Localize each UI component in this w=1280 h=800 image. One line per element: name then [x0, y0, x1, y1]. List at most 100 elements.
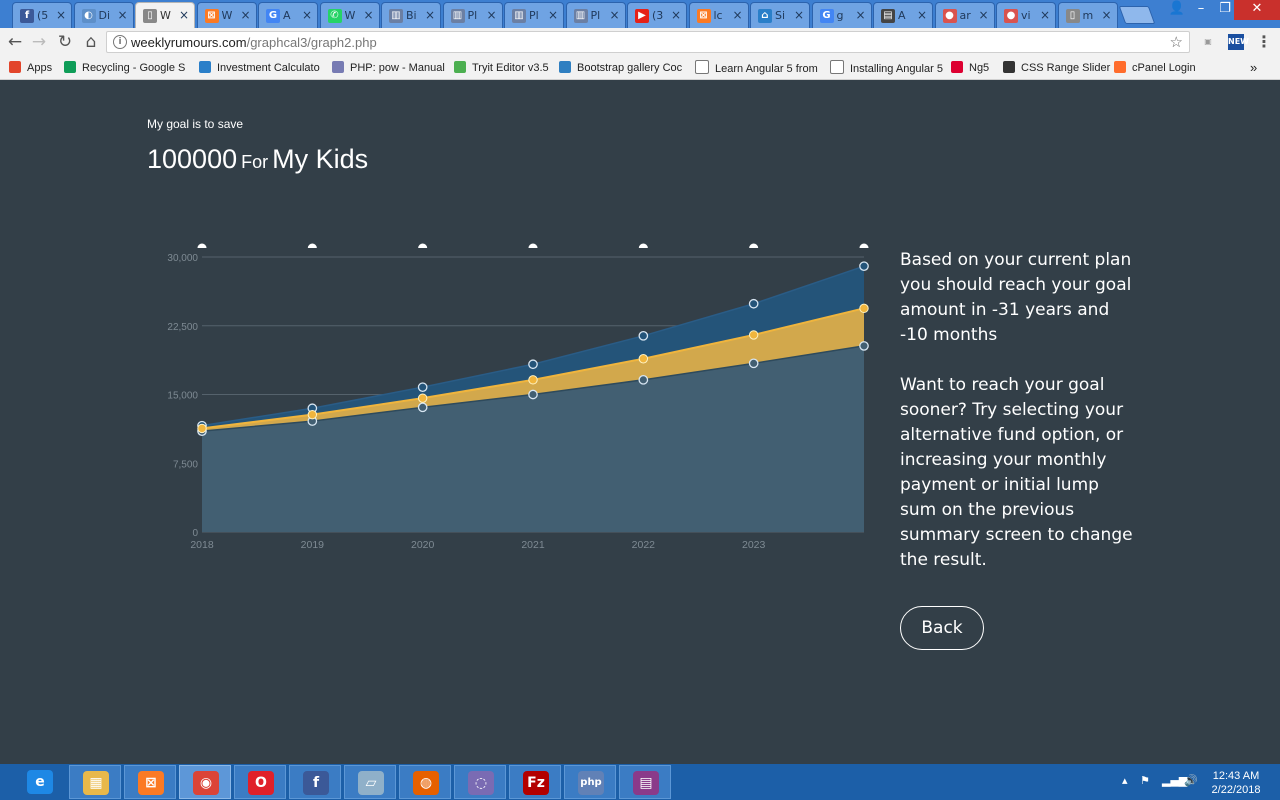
bookmark-star-icon[interactable]: ☆: [1169, 33, 1183, 51]
close-tab-icon[interactable]: ×: [547, 8, 558, 22]
bookmark-item[interactable]: CSS Range Slider: [1003, 60, 1110, 76]
camera-extension-icon[interactable]: ▣: [1204, 37, 1212, 46]
browser-tab[interactable]: ▥ Bi ×: [381, 2, 441, 28]
bookmark-item[interactable]: Bootstrap gallery Coc: [559, 60, 682, 76]
tab-title: (5: [37, 9, 49, 22]
taskbar-button[interactable]: Fz: [509, 765, 561, 799]
angular-icon: [951, 61, 963, 73]
data-point-low: [528, 389, 538, 400]
back-button[interactable]: Back: [900, 606, 984, 650]
address-bar[interactable]: i weeklyrumours.com/graphcal3/graph2.php…: [106, 31, 1190, 53]
taskbar-button[interactable]: ⊠: [124, 765, 176, 799]
news-extension-icon[interactable]: NEW: [1228, 34, 1249, 50]
browser-tab[interactable]: ▶ (3 ×: [627, 2, 687, 28]
bookmark-label: Recycling - Google S: [82, 62, 186, 74]
bookmark-item[interactable]: Ng5: [951, 60, 989, 76]
system-clock[interactable]: 12:43 AM 2/22/2018: [1198, 769, 1274, 797]
browser-tab[interactable]: ✆ W ×: [319, 2, 380, 28]
browser-tab[interactable]: ▥ Pl ×: [504, 2, 564, 28]
close-tab-icon[interactable]: ×: [916, 8, 927, 22]
tab-title: A: [283, 9, 291, 22]
url-text[interactable]: weeklyrumours.com/graphcal3/graph2.php: [131, 35, 377, 50]
signal-icon[interactable]: ▂▄▆: [1162, 774, 1188, 787]
action-center-flag-icon[interactable]: ⚑: [1140, 774, 1150, 787]
close-tab-icon[interactable]: ×: [609, 8, 620, 22]
restore-button[interactable]: ❐: [1219, 1, 1231, 16]
bookmarks-overflow-icon[interactable]: »: [1250, 60, 1258, 75]
volume-icon[interactable]: 🔊: [1184, 774, 1198, 787]
close-tab-icon[interactable]: ×: [240, 8, 251, 22]
taskbar-button[interactable]: O: [234, 765, 286, 799]
taskbar-button[interactable]: f: [289, 765, 341, 799]
close-tab-icon[interactable]: ×: [486, 8, 497, 22]
close-tab-icon[interactable]: ×: [732, 8, 743, 22]
bookmark-item[interactable]: cPanel Login: [1114, 60, 1196, 76]
close-tab-icon[interactable]: ×: [424, 8, 435, 22]
close-tab-icon[interactable]: ×: [117, 8, 128, 22]
bookmark-item[interactable]: Installing Angular 5: [830, 60, 943, 76]
profile-icon[interactable]: 👤: [1168, 1, 1186, 16]
close-tab-icon[interactable]: ×: [793, 8, 804, 22]
close-tab-icon[interactable]: ×: [301, 8, 312, 22]
bookmark-label: Learn Angular 5 from: [715, 63, 818, 75]
browser-tab[interactable]: f (5 ×: [12, 2, 72, 28]
browser-tab[interactable]: ▥ Pl ×: [565, 2, 626, 28]
taskbar-button[interactable]: ▱: [344, 765, 396, 799]
taskbar-button[interactable]: ◉: [179, 765, 231, 799]
close-tab-icon[interactable]: ×: [178, 8, 189, 22]
tab-strip: f (5 × ◐ Di × ▯ W × ⊠ W × G A × ✆ W × ▥ Bi × ▥ Pl × ▥ Pl × ▥ Pl × ▶ (3 ×…: [0, 0, 1280, 29]
browser-tab[interactable]: ▤ A ×: [873, 2, 933, 28]
taskbar-button[interactable]: php: [564, 765, 616, 799]
taskbar-button[interactable]: ◍: [399, 765, 451, 799]
close-tab-icon[interactable]: ×: [1039, 8, 1050, 22]
tab-title: Si: [775, 9, 786, 22]
browser-tab[interactable]: ◐ Di ×: [73, 2, 134, 28]
taskbar-button[interactable]: e: [14, 765, 66, 799]
bookmark-label: Investment Calculato: [217, 62, 320, 74]
home-icon[interactable]: ⌂: [85, 32, 97, 52]
chrome-icon: ◉: [193, 771, 219, 795]
close-tab-icon[interactable]: ×: [1101, 8, 1112, 22]
reload-icon[interactable]: ↻: [57, 32, 73, 52]
browser-tab[interactable]: G A ×: [258, 2, 318, 28]
close-tab-icon[interactable]: ×: [55, 8, 66, 22]
bookmark-label: Tryit Editor v3.5: [472, 62, 549, 74]
browser-tab[interactable]: ⌂ Si ×: [750, 2, 810, 28]
minimize-button[interactable]: –: [1197, 1, 1205, 16]
taskbar-button[interactable]: ◌: [454, 765, 506, 799]
bootstrap-icon: [559, 61, 571, 73]
new-tab-button[interactable]: [1118, 6, 1156, 24]
show-hidden-icons-icon[interactable]: ▴: [1122, 774, 1128, 787]
menu-icon[interactable]: ⋮: [1256, 32, 1272, 51]
browser-tab[interactable]: ▯ m ×: [1057, 2, 1118, 28]
close-tab-icon[interactable]: ×: [670, 8, 681, 22]
data-point-low: [638, 374, 649, 385]
bookmark-item[interactable]: Tryit Editor v3.5: [454, 60, 549, 76]
bookmark-item[interactable]: PHP: pow - Manual: [332, 60, 445, 76]
document-icon: [830, 60, 844, 74]
browser-tab[interactable]: ● vi ×: [996, 2, 1056, 28]
bookmark-item[interactable]: Investment Calculato: [199, 60, 320, 76]
bookmark-label: cPanel Login: [1132, 62, 1196, 74]
data-point-low: [748, 358, 759, 369]
browser-tab[interactable]: ● ar ×: [934, 2, 995, 28]
google-icon: G: [819, 9, 834, 23]
bookmark-item[interactable]: Apps: [9, 60, 52, 76]
forward-arrow-icon[interactable]: →: [31, 32, 47, 52]
bookmark-label: PHP: pow - Manual: [350, 62, 445, 74]
browser-tab[interactable]: ▥ Pl ×: [442, 2, 503, 28]
site-info-icon[interactable]: i: [113, 35, 127, 49]
close-tab-icon[interactable]: ×: [978, 8, 989, 22]
browser-tab[interactable]: ⊠ lc ×: [688, 2, 749, 28]
close-window-button[interactable]: ✕: [1234, 0, 1280, 20]
close-tab-icon[interactable]: ×: [855, 8, 866, 22]
bookmark-item[interactable]: Learn Angular 5 from: [695, 60, 818, 76]
browser-tab[interactable]: ⊠ W ×: [196, 2, 257, 28]
browser-tab[interactable]: ▯ W ×: [135, 2, 195, 29]
back-arrow-icon[interactable]: ←: [7, 32, 23, 52]
bookmark-item[interactable]: Recycling - Google S: [64, 60, 185, 76]
taskbar-button[interactable]: ▤: [619, 765, 671, 799]
taskbar-button[interactable]: ▦: [69, 765, 121, 799]
close-tab-icon[interactable]: ×: [363, 8, 374, 22]
